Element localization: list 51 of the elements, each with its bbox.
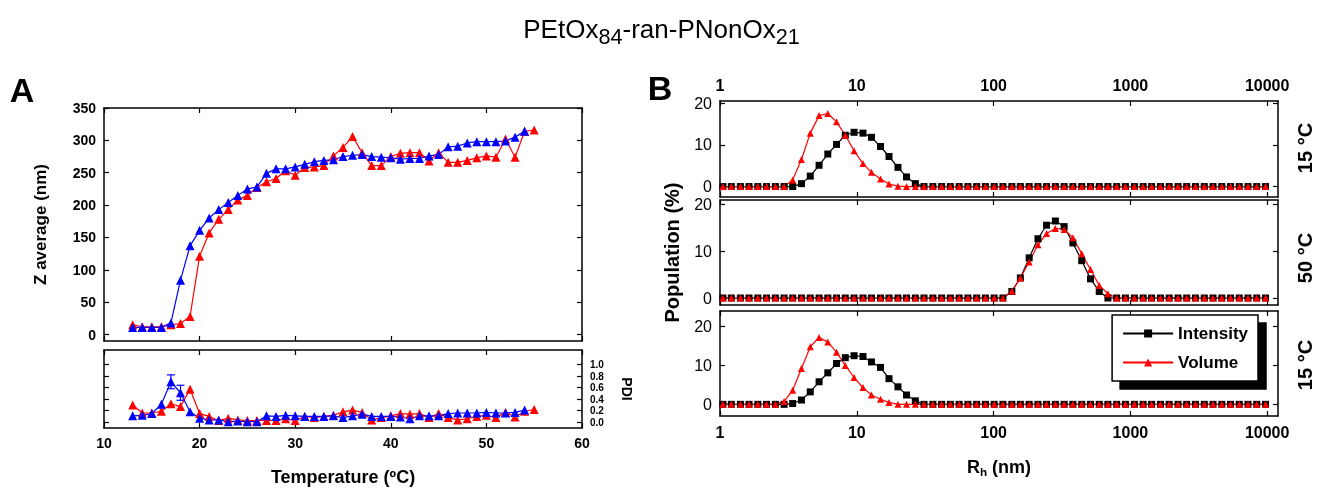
- x-tick-label: 1: [715, 423, 725, 441]
- y2-tick-label: 0.6: [590, 382, 605, 394]
- x-tick-label: 10000: [1244, 423, 1290, 441]
- y-tick-label: 0: [703, 178, 713, 196]
- x-tick-label: 100: [980, 76, 1008, 94]
- y-tick-label: 0: [88, 326, 97, 343]
- y-axis-title: Z average (nm): [31, 164, 50, 285]
- y-tick-label: 350: [72, 100, 97, 116]
- y-tick-label: 20: [694, 196, 713, 214]
- y-tick-label: 10: [694, 356, 713, 374]
- x-tick-label: 30: [287, 435, 304, 451]
- y-tick-label: 20: [694, 318, 713, 336]
- legend-label: Intensity: [1178, 324, 1249, 343]
- text: 50 °C: [1294, 232, 1316, 284]
- y-tick-label: 10: [694, 136, 713, 154]
- y2-axis-title: PDI: [619, 377, 635, 401]
- y-tick-label: 20: [694, 94, 713, 112]
- x-tick-label: 10000: [1244, 76, 1290, 94]
- y2-tick-label: 0.4: [590, 393, 605, 405]
- x-tick-label: 1000: [1112, 423, 1149, 441]
- y-tick-label: 10: [694, 242, 713, 260]
- y2-tick-label: 0.0: [590, 416, 605, 428]
- x-tick-label: 40: [383, 435, 399, 451]
- text: PEtOx$_{84}$-ran-PNonOx$_{21}$: [522, 14, 801, 51]
- x-tick-label: 1: [715, 76, 725, 94]
- y-tick-label: 0: [703, 289, 713, 307]
- x-axis-title: Temperature (ºC): [270, 467, 416, 487]
- x-tick-label: 20: [191, 435, 208, 451]
- y2-tick-label: 0.2: [590, 405, 605, 417]
- text: 15 °C: [1294, 122, 1316, 174]
- y-axis-title: Population (%): [661, 182, 683, 323]
- legend-label: Volume: [1178, 353, 1239, 372]
- x-tick-label: 100: [980, 423, 1008, 441]
- y2-tick-label: 0.8: [590, 370, 605, 382]
- x-tick-label: 10: [96, 435, 112, 451]
- x-tick-label: 10: [847, 76, 866, 94]
- y-tick-label: 0: [703, 395, 713, 413]
- y-tick-label: 250: [72, 164, 97, 181]
- text: 15 °C: [1294, 339, 1316, 391]
- y-tick-label: 100: [72, 261, 97, 278]
- y-tick-label: 200: [72, 197, 97, 214]
- y-tick-label: 300: [72, 132, 97, 149]
- y-tick-label: 150: [72, 229, 97, 246]
- text: B: [647, 69, 673, 107]
- y2-tick-label: 1.0: [590, 358, 605, 370]
- x-tick-label: 50: [478, 435, 495, 451]
- y-tick-label: 50: [80, 294, 97, 311]
- x-tick-label: 60: [574, 435, 590, 451]
- x-tick-label: 10: [847, 423, 866, 441]
- text: A: [9, 71, 35, 109]
- x-tick-label: 1000: [1112, 76, 1149, 94]
